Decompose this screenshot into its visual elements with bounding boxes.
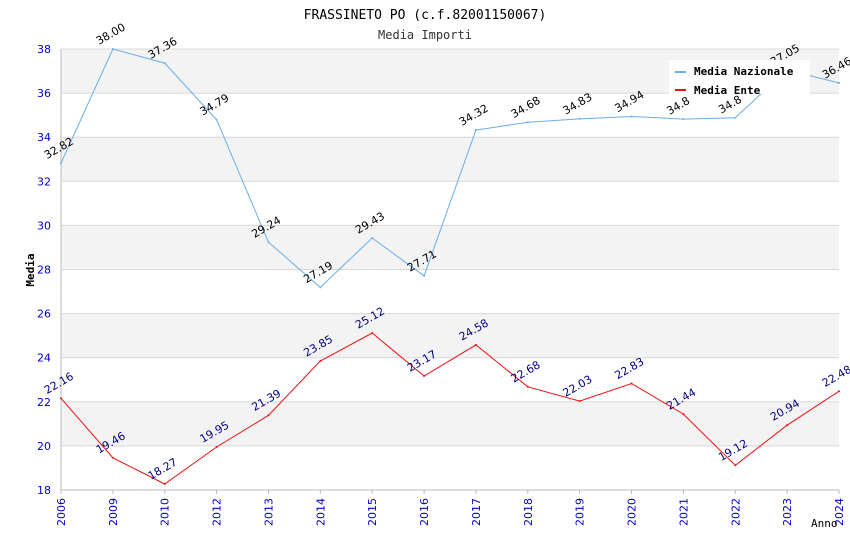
point-media-nazionale-2010 bbox=[163, 62, 166, 65]
legend-label-media-nazionale: Media Nazionale bbox=[694, 65, 794, 78]
point-media-ente-2009 bbox=[111, 456, 114, 459]
point-media-ente-2014 bbox=[319, 360, 322, 363]
y-tick-22: 22 bbox=[37, 396, 51, 409]
x-tick-2017: 2017 bbox=[470, 498, 483, 526]
y-tick-32: 32 bbox=[37, 175, 51, 188]
data-label-media-ente-2019: 22.03 bbox=[561, 373, 595, 400]
data-label-media-ente-2018: 22.68 bbox=[509, 358, 543, 385]
series-line-media-nazionale bbox=[60, 48, 840, 289]
point-media-nazionale-2020 bbox=[630, 115, 633, 118]
axes bbox=[60, 49, 839, 491]
x-tick-2015: 2015 bbox=[366, 498, 379, 526]
data-label-media-nazionale-2018: 34.68 bbox=[509, 94, 543, 121]
x-tick-2020: 2020 bbox=[626, 498, 639, 526]
x-tick-2006: 2006 bbox=[55, 498, 68, 526]
gridlines bbox=[61, 48, 839, 491]
x-tick-2019: 2019 bbox=[574, 498, 587, 526]
data-label-media-nazionale-2021: 34.8 bbox=[664, 94, 692, 118]
data-label-media-ente-2006: 22.16 bbox=[42, 370, 76, 397]
point-media-ente-2019 bbox=[578, 400, 581, 403]
band-28 bbox=[61, 225, 839, 270]
point-media-ente-2018 bbox=[526, 385, 529, 388]
x-tick-2014: 2014 bbox=[314, 498, 327, 526]
y-tick-34: 34 bbox=[37, 131, 51, 144]
point-media-ente-2015 bbox=[371, 332, 374, 335]
x-tick-2012: 2012 bbox=[211, 498, 224, 526]
point-media-nazionale-2015 bbox=[371, 236, 374, 239]
point-media-ente-2010 bbox=[163, 483, 166, 486]
x-tick-2010: 2010 bbox=[159, 498, 172, 526]
x-tick-2022: 2022 bbox=[729, 498, 742, 526]
point-media-nazionale-2019 bbox=[578, 117, 581, 120]
series-lines bbox=[60, 48, 840, 486]
data-label-media-nazionale-2017: 34.32 bbox=[457, 102, 491, 129]
x-tick-2023: 2023 bbox=[781, 498, 794, 526]
point-media-ente-2024 bbox=[838, 390, 840, 393]
data-label-media-ente-2024: 22.48 bbox=[820, 363, 850, 390]
x-tick-2009: 2009 bbox=[107, 498, 120, 526]
band-20 bbox=[61, 401, 839, 446]
x-tick-labels: 2006 2009 2010 2012 2013 2014 2015 2016 2017 2018… bbox=[55, 490, 846, 526]
chart-title: FRASSINETO PO (c.f.82001150067) bbox=[304, 8, 547, 23]
chart-subtitle: Media Importi bbox=[378, 28, 472, 42]
band-32 bbox=[61, 137, 839, 182]
point-media-nazionale-2009 bbox=[111, 48, 114, 50]
data-label-media-ente-2020: 22.83 bbox=[613, 355, 647, 382]
y-tick-20: 20 bbox=[37, 440, 51, 453]
x-tick-2013: 2013 bbox=[262, 498, 275, 526]
point-media-nazionale-2012 bbox=[215, 118, 218, 121]
y-tick-26: 26 bbox=[37, 308, 51, 321]
point-media-ente-2012 bbox=[215, 446, 218, 449]
data-label-media-nazionale-2012: 34.79 bbox=[198, 91, 232, 118]
x-tick-2018: 2018 bbox=[522, 498, 535, 526]
point-media-ente-2022 bbox=[734, 464, 737, 467]
point-media-nazionale-2022 bbox=[734, 116, 737, 119]
point-media-ente-2020 bbox=[630, 382, 633, 385]
point-media-nazionale-2006 bbox=[60, 162, 62, 165]
legend-label-media-ente: Media Ente bbox=[694, 84, 761, 97]
point-media-ente-2017 bbox=[474, 343, 477, 346]
point-media-nazionale-2016 bbox=[423, 274, 426, 277]
data-label-media-nazionale-2019: 34.83 bbox=[561, 90, 595, 117]
x-tick-2024: 2024 bbox=[833, 498, 846, 526]
point-media-nazionale-2013 bbox=[267, 241, 270, 244]
point-media-ente-2006 bbox=[60, 397, 62, 400]
y-tick-24: 24 bbox=[37, 352, 51, 365]
data-label-media-ente-2010: 18.27 bbox=[146, 456, 180, 483]
y-tick-18: 18 bbox=[37, 484, 51, 497]
y-tick-38: 38 bbox=[37, 43, 51, 56]
band-24 bbox=[61, 313, 839, 358]
point-media-ente-2023 bbox=[786, 424, 789, 427]
point-media-ente-2016 bbox=[423, 375, 426, 378]
background-bands bbox=[61, 49, 839, 446]
point-media-nazionale-2021 bbox=[682, 118, 685, 121]
y-axis-label: Media bbox=[24, 253, 37, 286]
y-tick-36: 36 bbox=[37, 87, 51, 100]
point-media-ente-2021 bbox=[682, 413, 685, 416]
series-line-media-ente bbox=[60, 332, 840, 485]
x-axis-label: Anno bbox=[811, 517, 838, 530]
point-media-nazionale-2018 bbox=[526, 121, 529, 124]
y-tick-28: 28 bbox=[37, 264, 51, 277]
point-media-ente-2013 bbox=[267, 414, 270, 417]
legend-box bbox=[669, 60, 810, 94]
x-tick-2021: 2021 bbox=[677, 498, 690, 526]
point-media-nazionale-2017 bbox=[474, 129, 477, 132]
y-tick-30: 30 bbox=[37, 219, 51, 232]
point-media-nazionale-2014 bbox=[319, 286, 322, 289]
point-media-nazionale-2024 bbox=[838, 81, 840, 84]
legend: Media Nazionale Media Ente bbox=[669, 60, 810, 97]
y-tick-labels: 18 20 22 24 26 28 30 32 34 36 38 bbox=[37, 43, 51, 497]
data-label-media-nazionale-2009: 38.00 bbox=[94, 21, 128, 48]
x-tick-2016: 2016 bbox=[418, 498, 431, 526]
